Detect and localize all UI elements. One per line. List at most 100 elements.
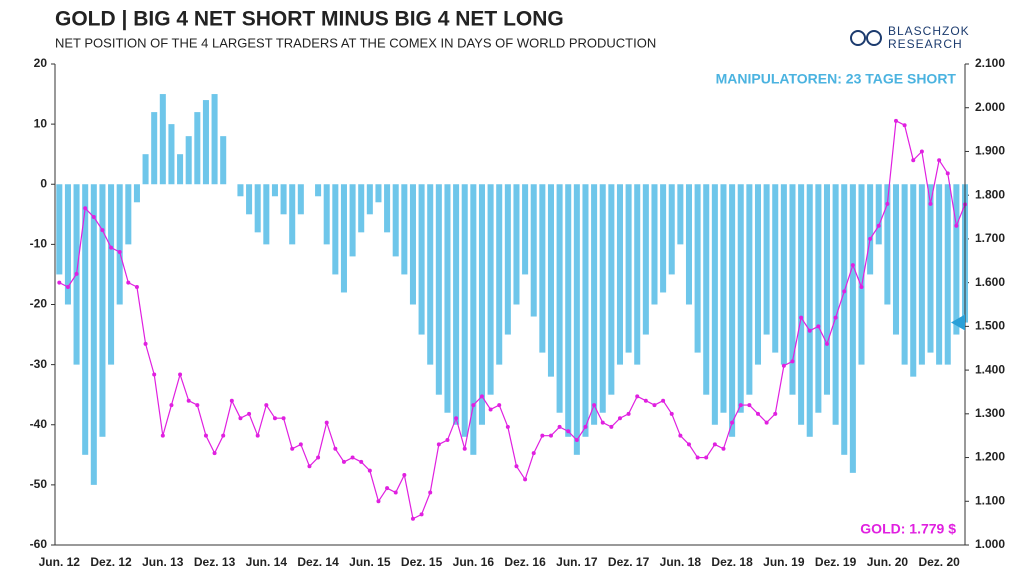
bar [582,184,589,437]
bar [487,184,494,395]
gold-point [669,411,674,416]
bar [82,184,89,455]
gold-point [281,416,286,421]
x-tick-label: Jun. 12 [39,555,81,569]
y-tick-label: -30 [30,357,48,371]
gold-point [747,403,752,408]
gold-point [842,289,847,294]
current-marker [951,314,965,331]
bar [401,184,408,275]
gold-point [290,446,295,451]
bar [340,184,347,293]
bar [841,184,848,455]
logo: BLASCHZOK RESEARCH [850,24,969,51]
x-tick-label: Dez. 14 [297,555,339,569]
gold-point [799,315,804,320]
gold-point [540,433,545,438]
gold-point [704,455,709,460]
logo-icon [866,30,882,46]
bar [435,184,442,395]
bar [159,94,166,185]
bar [685,184,692,305]
gold-point [592,403,597,408]
bar [375,184,382,203]
gold-point [316,455,321,460]
bar [573,184,580,455]
gold-point [221,433,226,438]
y-tick-label: 20 [34,56,48,70]
gold-point [773,411,778,416]
y-tick-label: 0 [40,176,47,190]
gold-point [428,490,433,495]
bar [849,184,856,473]
bar [789,184,796,395]
gold-point [600,420,605,425]
gold-point [393,490,398,495]
gold-point [583,424,588,429]
bar [651,184,658,305]
bar [780,184,787,365]
bar [910,184,917,377]
bar [315,184,322,197]
bar [349,184,356,257]
y-tick-label: -60 [30,537,48,551]
gold-point [203,433,208,438]
x-tick-label: Jun. 17 [556,555,598,569]
gold-point [402,473,407,478]
bar [478,184,485,425]
gold-point [893,118,898,123]
y2-tick-label: 1.700 [975,231,1005,245]
gold-point [635,394,640,399]
bar [254,184,261,233]
gold-point [479,394,484,399]
y-tick-label: -20 [30,297,48,311]
bar [496,184,503,365]
gold-point [471,403,476,408]
gold-point [247,411,252,416]
gold-point [643,398,648,403]
gold-line [59,119,966,520]
bar [427,184,434,365]
bar [289,184,296,245]
annotation: GOLD: 1.779 $ [860,521,956,537]
gold-point [919,149,924,154]
bar [832,184,839,425]
y2-tick-label: 2.100 [975,56,1005,70]
bar [806,184,813,437]
gold-point [445,438,450,443]
gold-point [57,280,62,285]
bar [823,184,831,395]
x-tick-label: Dez. 15 [401,555,443,569]
gold-point [902,123,907,128]
gold-point [419,512,424,517]
bar [660,184,667,293]
gold-point [548,433,553,438]
gold-point [859,285,864,290]
gold-point [876,223,881,228]
bar [763,184,770,335]
gold-point [945,171,950,176]
bar [332,184,339,275]
bar [133,184,140,203]
bar [297,184,304,215]
x-tick-label: Dez. 19 [815,555,857,569]
bar [151,112,158,185]
chart-title: GOLD | BIG 4 NET SHORT MINUS BIG 4 NET L… [55,8,564,31]
bar [772,184,779,353]
gold-point [514,464,519,469]
gold-point [410,516,415,521]
bar [358,184,365,233]
bar [470,184,477,455]
bar [608,184,615,395]
bar [366,184,373,215]
bar [142,154,149,185]
gold-point [755,411,760,416]
bar [220,136,227,185]
bar [944,184,951,365]
bar [513,184,520,305]
gold-point [523,477,528,482]
logo-icon [850,30,866,46]
gold-point [661,398,666,403]
bar [729,184,736,437]
bar [99,184,106,437]
